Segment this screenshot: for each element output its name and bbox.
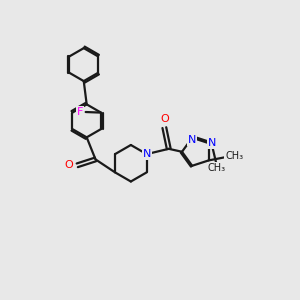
Text: N: N [208,138,216,148]
Text: CH₃: CH₃ [225,151,243,161]
Text: F: F [76,107,83,117]
Text: O: O [65,160,74,170]
Text: CH₃: CH₃ [208,163,226,173]
Text: N: N [142,149,151,159]
Text: O: O [160,114,169,124]
Text: N: N [188,135,196,145]
